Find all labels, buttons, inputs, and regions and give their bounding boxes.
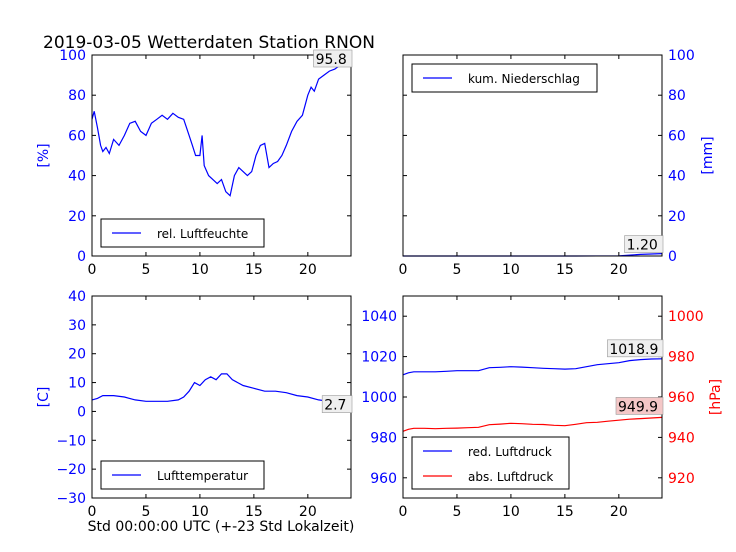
x-tick-label: 10 [502,504,520,520]
series-line-pressure-1 [402,416,663,432]
series-line-pressure-0 [402,358,663,376]
value-annotation: 1018.9 [609,342,658,358]
y-tick-label: 0 [77,404,86,420]
legend-humidity: rel. Luftfeuchte [100,218,265,248]
y-tick-label: 0 [77,249,86,265]
value-annotation-box [607,339,664,358]
y-tick-label: 100 [668,48,695,64]
y2-tick-label: 920 [668,471,695,487]
plot-frame-humidity [91,54,352,257]
chart-temperature: 0 5 10 15 20 −30 −20 −10 0 10 20 30 40 [C] Lufttempera… [36,289,353,520]
x-tick-label: 10 [191,262,209,278]
legend-pressure: red. Luftdruck abs. Luftdruck [411,436,570,490]
x-tick-label: 15 [556,262,574,278]
legend-label: Lufttemperatur [157,469,248,483]
value-annotation-box [615,397,664,415]
y-tick-label: 40 [68,169,86,185]
y-tick-label: 60 [668,128,686,144]
y-tick-label: 10 [68,376,86,392]
series-line-temperature-0 [91,373,352,405]
y-tick-label: 960 [370,471,397,487]
shared-x-axis-label: Std 00:00:00 UTC (+-23 Std Lokalzeit) [88,519,355,535]
plot-frame-precipitation [402,54,663,257]
x-tick-label: 20 [299,504,317,520]
y-tick-label: 40 [68,289,86,305]
y-tick-label: 30 [68,318,86,334]
value-annotation: 95.8 [316,52,347,68]
x-tick-label: 0 [88,504,97,520]
x-tick-label: 20 [610,262,628,278]
y-tick-label: 0 [668,249,677,265]
x-tick-label: 5 [141,504,150,520]
y-tick-label: 20 [668,209,686,225]
legend-label: abs. Luftdruck [468,470,553,484]
y-axis-label: [C] [36,387,52,408]
y-tick-label: −10 [56,433,86,449]
value-annotation: 1.20 [627,238,658,254]
x-tick-label: 5 [452,504,461,520]
legend-box [411,436,570,490]
y-axis-label: [mm] [700,136,716,174]
x-tick-label: 0 [399,262,408,278]
x-tick-label: 15 [245,504,263,520]
x-tick-label: 10 [502,262,520,278]
legend-precipitation: kum. Niederschlag [411,63,598,93]
chart-pressure: 0 5 10 15 20 960 980 1000 1020 1040 920 940 960 980 10… [361,295,724,520]
legend-label: rel. Luftfeuchte [157,227,248,241]
figure-title: 2019-03-05 Wetterdaten Station RNON [43,33,375,53]
x-tick-label: 15 [245,262,263,278]
y-tick-label: 20 [68,347,86,363]
y-tick-label: 80 [68,88,86,104]
value-annotation-box [313,49,353,68]
value-annotation-box [321,395,353,413]
y2-axis-label: [hPa] [708,379,724,415]
x-tick-label: 10 [191,504,209,520]
legend-label: red. Luftdruck [468,445,552,459]
x-tick-label: 0 [88,262,97,278]
legend-label: kum. Niederschlag [468,72,580,86]
y-tick-label: 1020 [361,350,397,366]
chart-precipitation: 0 5 10 15 20 0 20 40 60 80 100 [mm] kum. Niederschla… [399,48,716,278]
y-tick-label: −30 [56,491,86,507]
y-tick-label: 1040 [361,309,397,325]
series-line-humidity-0 [91,62,352,197]
y-tick-label: −20 [56,462,86,478]
y2-tick-label: 1000 [668,309,704,325]
legend-temperature: Lufttemperatur [100,460,265,490]
x-tick-label: 5 [452,262,461,278]
y-tick-label: 20 [68,209,86,225]
y-tick-label: 100 [59,48,86,64]
y-tick-label: 40 [668,169,686,185]
y-axis-label: [%] [36,143,52,167]
y-tick-label: 80 [668,88,686,104]
chart-humidity: 0 5 10 15 20 0 20 40 60 80 100 [%] rel. Luftfeuchte 9… [36,48,353,278]
x-tick-label: 5 [141,262,150,278]
value-annotation: 949.9 [618,399,658,415]
y2-tick-label: 980 [668,350,695,366]
x-tick-label: 0 [399,504,408,520]
y-tick-label: 1000 [361,390,397,406]
x-tick-label: 20 [610,504,628,520]
y-tick-label: 980 [370,430,397,446]
y-tick-label: 60 [68,128,86,144]
x-tick-label: 20 [299,262,317,278]
x-tick-label: 15 [556,504,574,520]
value-annotation-box [624,235,664,253]
value-annotation: 2.7 [324,398,346,414]
y2-tick-label: 960 [668,390,695,406]
y2-tick-label: 940 [668,430,695,446]
